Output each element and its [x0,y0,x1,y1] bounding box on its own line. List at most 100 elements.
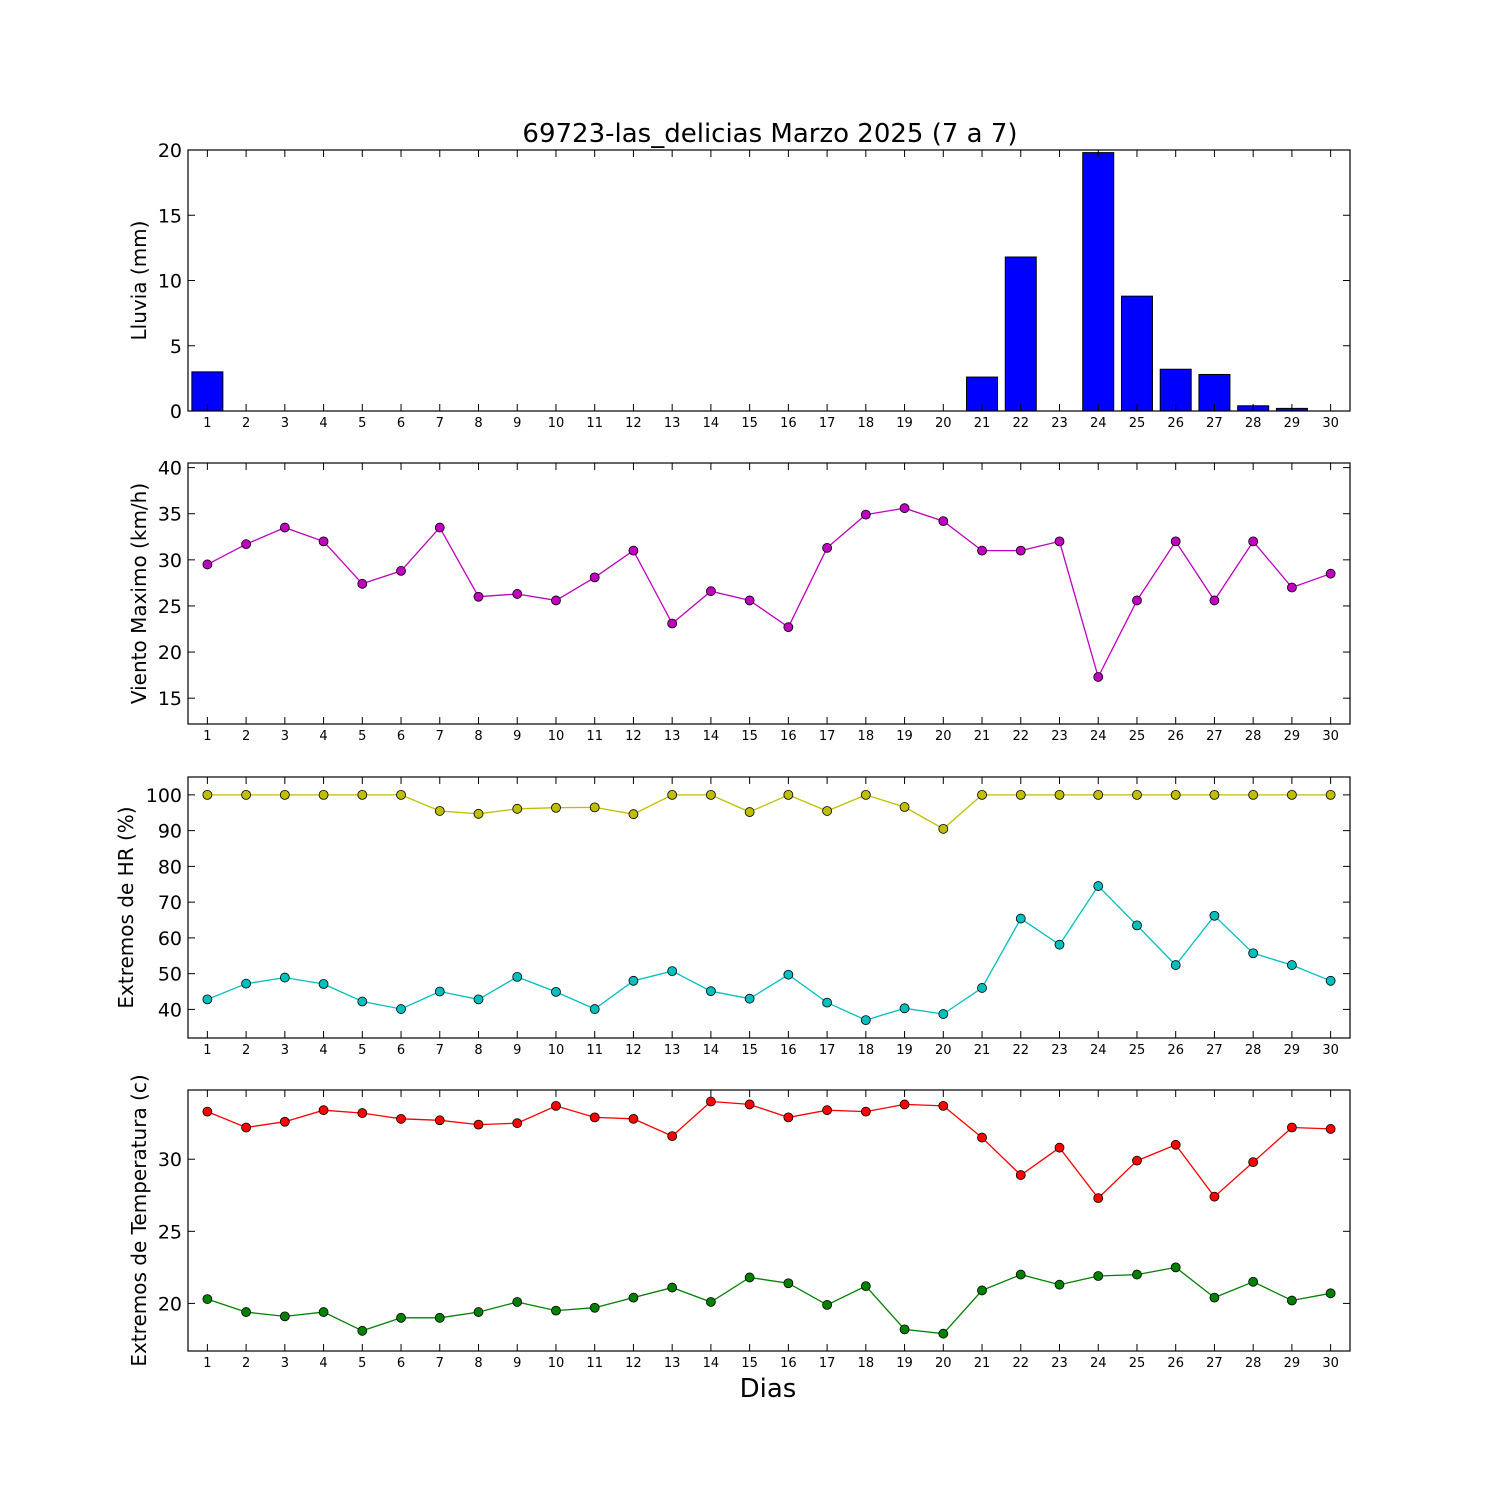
x-tick-label: 7 [436,416,444,431]
x-tick-label: 5 [358,1043,366,1058]
data-point [1248,1276,1259,1287]
data-point [1287,960,1297,970]
data-point [822,1299,832,1310]
data-point [706,789,716,800]
x-tick-label: 25 [1129,416,1146,431]
data-point [318,979,329,989]
data-point [473,1119,484,1130]
data-point [318,1105,329,1116]
chart-title: 69723-las_delicias Marzo 2025 (7 a 7) [522,119,1017,149]
x-tick-label: 20 [935,416,952,431]
x-tick-label: 25 [1129,729,1146,744]
data-point [589,802,600,813]
x-tick-label: 2 [242,729,250,744]
data-point [706,1297,716,1307]
data-point [1287,789,1297,800]
x-tick-label: 1 [203,1043,211,1058]
data-point [628,545,639,556]
y-tick-label: 80 [158,856,182,878]
data-point [1015,545,1026,556]
data-point [860,1106,871,1117]
data-point [241,789,252,800]
x-tick-label: 6 [397,1043,405,1058]
x-tick-label: 9 [513,1356,521,1371]
data-point [744,1272,755,1283]
plot-frame [187,1089,1351,1352]
data-point [744,595,755,606]
x-tick-label: 18 [858,1043,875,1058]
y-tick-label: 90 [158,821,182,843]
data-point [589,572,600,583]
data-point [783,622,794,633]
x-tick-label: 26 [1167,729,1184,744]
data-point [1248,948,1259,959]
x-tick-label: 25 [1129,1043,1146,1058]
data-point [551,1305,561,1316]
x-tick-label: 27 [1206,1043,1223,1058]
data-point [628,809,639,820]
x-tick-label: 3 [281,1043,289,1058]
data-point [1132,920,1142,931]
y-tick-label: 60 [158,928,182,950]
data-point [977,789,987,800]
data-point [1170,960,1181,970]
x-tick-label: 14 [703,1043,720,1058]
data-point [1287,1295,1297,1306]
data-point [628,1292,639,1303]
x-tick-label: 10 [548,1043,565,1058]
x-tick-label: 27 [1206,1356,1223,1371]
x-tick-label: 11 [586,416,603,431]
data-point [396,1312,406,1323]
x-tick-label: 7 [436,1043,444,1058]
data-point [1054,939,1065,950]
bar [1004,256,1037,412]
data-point [860,1015,871,1026]
x-tick-label: 2 [242,1356,250,1371]
data-point [1132,789,1142,800]
y-tick-label: 25 [158,1221,182,1243]
x-tick-label: 18 [858,729,875,744]
x-tick-label: 15 [741,416,758,431]
data-point [977,545,987,556]
x-tick-label: 12 [625,416,642,431]
y-tick-label: 15 [158,205,182,227]
x-tick-label: 14 [703,729,720,744]
data-point [938,1100,949,1111]
x-tick-label: 15 [741,729,758,744]
data-point [1054,1279,1065,1290]
data-point [1170,1139,1181,1150]
x-tick-label: 6 [397,416,405,431]
data-point [512,971,523,982]
data-point [860,509,871,520]
data-point [1325,975,1336,986]
data-point [667,1282,678,1293]
data-point [551,986,561,997]
data-point [860,789,871,800]
x-tick-label: 12 [625,1043,642,1058]
data-point [357,1108,368,1118]
data-point [279,522,290,533]
data-point [1015,1170,1026,1180]
x-tick-label: 8 [474,1043,482,1058]
data-point [1209,1191,1220,1202]
data-point [1132,1269,1142,1280]
x-tick-label: 19 [896,416,913,431]
data-point [744,993,755,1004]
data-point [860,1281,871,1292]
x-tick-label: 21 [974,1356,991,1371]
x-tick-label: 13 [664,416,681,431]
data-point [512,1297,523,1307]
x-tick-label: 10 [548,729,565,744]
x-tick-label: 7 [436,1356,444,1371]
x-tick-label: 28 [1245,729,1262,744]
x-tick-label: 13 [664,1043,681,1058]
y-tick-label: 5 [170,336,182,358]
data-point [396,566,406,576]
data-point [241,1122,252,1133]
data-point [589,1112,600,1123]
bar [1120,295,1153,412]
data-point [1015,1269,1026,1280]
x-tick-label: 29 [1284,1356,1301,1371]
x-tick-label: 24 [1090,416,1107,431]
